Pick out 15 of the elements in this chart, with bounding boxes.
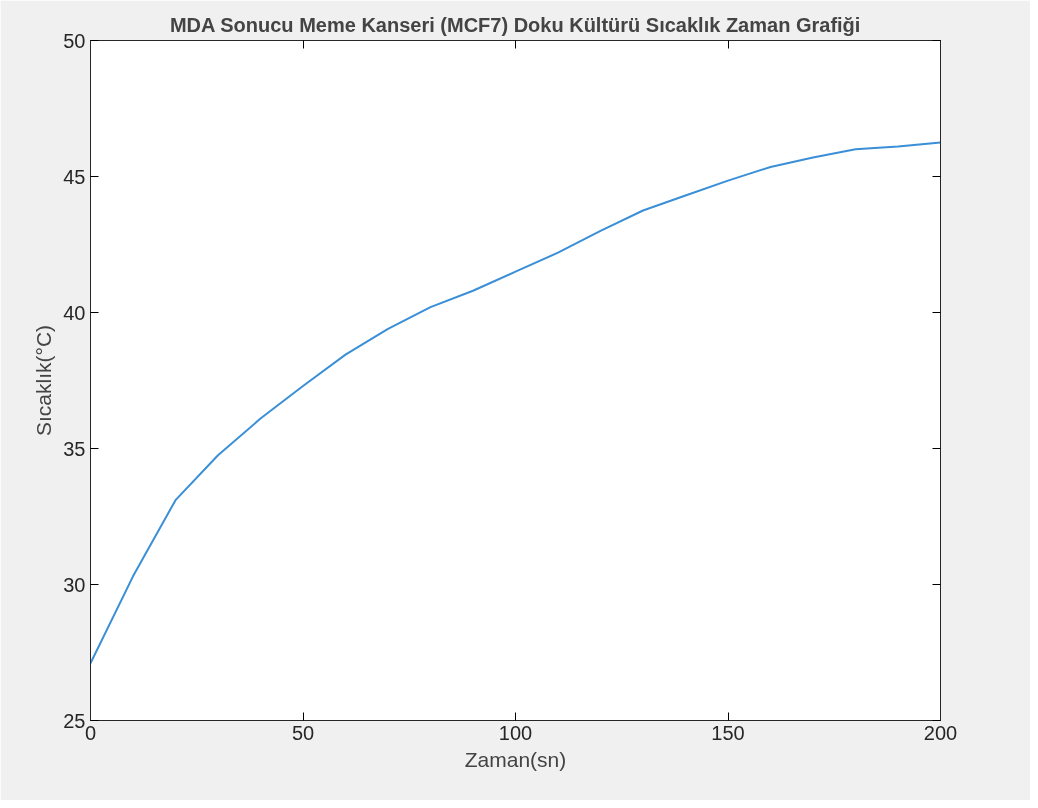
x-tick-label: 0	[84, 721, 97, 744]
chart-title: MDA Sonucu Meme Kanseri (MCF7) Doku Kültürü Sıcaklık Zaman Grafiği	[169, 13, 861, 36]
x-axis-title: Zaman(sn)	[464, 747, 567, 771]
line-series	[90, 141, 941, 665]
y-tick-label: 45	[63, 165, 86, 188]
y-tick-label: 40	[63, 301, 86, 324]
y-tick-label: 25	[63, 709, 86, 732]
x-tick-label: 50	[291, 721, 315, 744]
x-tick-label: 150	[711, 721, 745, 744]
y-axis-title: Sıcaklık(°C)	[32, 324, 56, 437]
y-tick-label: 35	[63, 437, 86, 460]
y-tick-label: 50	[63, 29, 86, 52]
y-tick-label: 30	[63, 573, 86, 596]
x-tick-label: 100	[498, 721, 533, 744]
x-tick-label: 200	[923, 721, 958, 744]
